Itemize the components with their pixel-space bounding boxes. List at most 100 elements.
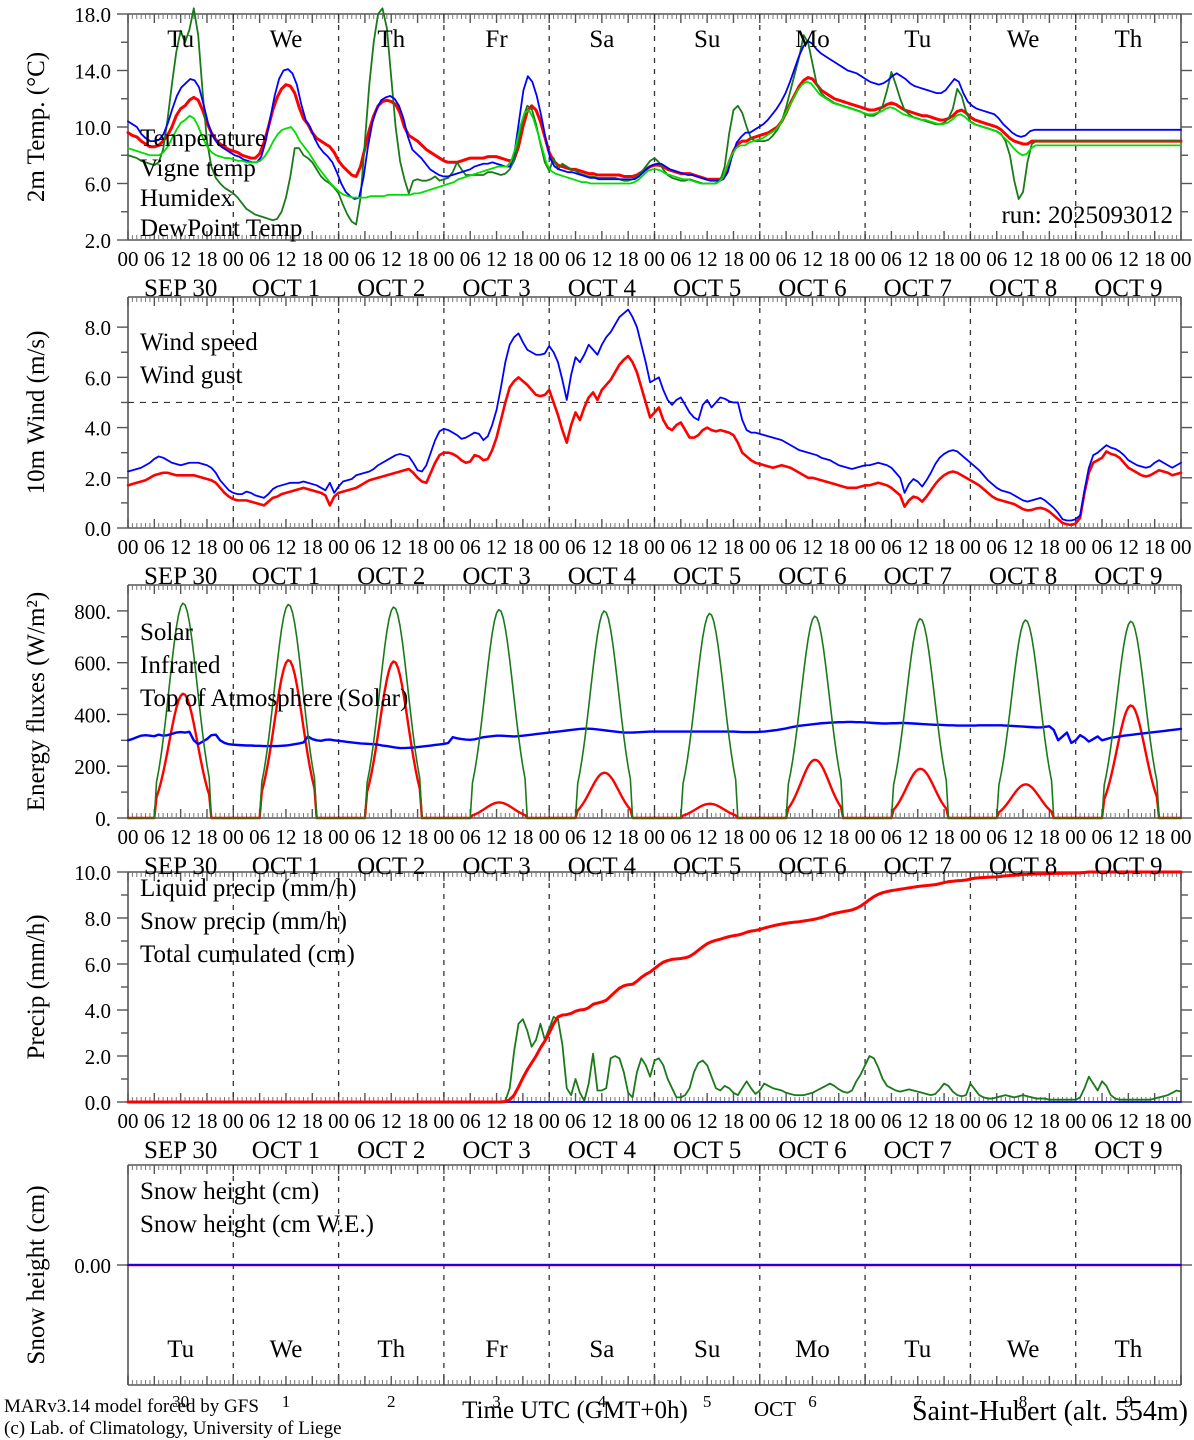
snow-day-label-2: Th <box>377 1336 405 1363</box>
precip-axis-title: Precip (mm/h) <box>23 914 50 1059</box>
snow-day-label-5: Su <box>694 1336 721 1363</box>
energy_fluxes-ytick-label: 0. <box>95 807 111 831</box>
wind-hour-tick-label: 00 <box>960 535 981 559</box>
temperature-hour-tick-label: 00 <box>1065 247 1086 271</box>
wind-hour-tick-label: 18 <box>512 535 533 559</box>
energy_fluxes-hour-tick-label: 12 <box>697 825 718 849</box>
run-label: run: 2025093012 <box>1001 202 1173 229</box>
energy_fluxes-hour-tick-label: 06 <box>460 825 481 849</box>
energy_fluxes-date-label: OCT 3 <box>462 853 530 880</box>
energy_fluxes-hour-tick-label: 00 <box>433 825 454 849</box>
temperature-legend-0: Temperature <box>140 125 266 152</box>
wind-ytick-label: 2.0 <box>85 467 111 491</box>
wind-date-label: OCT 5 <box>673 563 741 590</box>
time-axis-month: OCT <box>754 1397 796 1421</box>
precip-hour-tick-label: 06 <box>1092 1109 1113 1133</box>
precip-hour-tick-label: 06 <box>565 1109 586 1133</box>
temperature-legend-3: DewPoint Temp <box>140 215 302 242</box>
precip-hour-tick-label: 06 <box>249 1109 270 1133</box>
energy_fluxes-axis-title: Energy fluxes (W/m²) <box>23 592 50 811</box>
precip-hour-tick-label: 12 <box>1013 1109 1034 1133</box>
temp-day-label-5: Su <box>694 26 721 53</box>
energy_fluxes-hour-tick-label: 18 <box>512 825 533 849</box>
precip-hour-tick-label: 18 <box>1039 1109 1060 1133</box>
temperature-date-label: OCT 4 <box>568 275 637 302</box>
energy_fluxes-hour-tick-label: 00 <box>1171 825 1192 849</box>
precip-hour-tick-label: 06 <box>670 1109 691 1133</box>
snow-bottom-day-number-7: 7 <box>914 1392 923 1411</box>
precip-date-label: OCT 9 <box>1094 1137 1162 1164</box>
temperature-hour-tick-label: 12 <box>1118 247 1139 271</box>
temperature-hour-tick-label: 06 <box>460 247 481 271</box>
time-axis-label: Time UTC (GMT+0h) <box>462 1397 688 1424</box>
temperature-date-label: OCT 2 <box>357 275 425 302</box>
temperature-date-label: OCT 6 <box>778 275 846 302</box>
temperature-axis-title: 2m Temp. (°C) <box>23 52 50 202</box>
energy_fluxes-hour-tick-label: 06 <box>565 825 586 849</box>
wind-hour-tick-label: 18 <box>407 535 428 559</box>
temp-day-label-2: Th <box>377 26 405 53</box>
wind-hour-tick-label: 00 <box>223 535 244 559</box>
wind-hour-tick-label: 00 <box>539 535 560 559</box>
temperature-date-label: OCT 7 <box>884 275 952 302</box>
energy_fluxes-date-label: OCT 5 <box>673 853 741 880</box>
precip-date-label: OCT 3 <box>462 1137 530 1164</box>
snow-bottom-day-number-2: 2 <box>387 1392 396 1411</box>
wind-ytick-label: 4.0 <box>85 417 111 441</box>
energy_fluxes-hour-tick-label: 06 <box>670 825 691 849</box>
wind-hour-tick-label: 00 <box>328 535 349 559</box>
precip-hour-tick-label: 00 <box>328 1109 349 1133</box>
energy_fluxes-date-label: OCT 9 <box>1094 853 1162 880</box>
precip-hour-tick-label: 00 <box>855 1109 876 1133</box>
temperature-date-label: OCT 3 <box>462 275 530 302</box>
precip-ytick-label: 6.0 <box>85 953 111 977</box>
energy_fluxes-hour-tick-label: 06 <box>354 825 375 849</box>
energy_fluxes-hour-tick-label: 00 <box>644 825 665 849</box>
station-label: Saint-Hubert (alt. 554m) <box>912 1396 1188 1427</box>
precip-hour-tick-label: 06 <box>460 1109 481 1133</box>
temperature-hour-tick-label: 12 <box>907 247 928 271</box>
energy_fluxes-ytick-label: 600. <box>74 652 111 676</box>
precip-legend-2: Total cumulated (cm) <box>140 941 355 968</box>
precip-hour-tick-label: 18 <box>723 1109 744 1133</box>
wind-ytick-label: 0.0 <box>85 517 111 541</box>
wind-hour-tick-label: 12 <box>381 535 402 559</box>
precip-hour-tick-label: 12 <box>486 1109 507 1133</box>
wind-hour-tick-label: 06 <box>670 535 691 559</box>
energy_fluxes-hour-tick-label: 12 <box>381 825 402 849</box>
wind-hour-tick-label: 00 <box>644 535 665 559</box>
energy_fluxes-date-label: OCT 2 <box>357 853 425 880</box>
wind-hour-tick-label: 18 <box>302 535 323 559</box>
temperature-date-label: OCT 9 <box>1094 275 1162 302</box>
temp-day-label-7: Tu <box>904 26 931 53</box>
wind-hour-tick-label: 12 <box>697 535 718 559</box>
wind-hour-tick-label: 00 <box>433 535 454 559</box>
precip-legend-1: Snow precip (mm/h) <box>140 908 347 935</box>
precip-legend-0: Liquid precip (mm/h) <box>140 875 357 902</box>
temperature-date-label: SEP 30 <box>144 275 217 302</box>
snow_height-ytick-label: 0.00 <box>74 1254 111 1278</box>
energy_fluxes-date-label: OCT 6 <box>778 853 846 880</box>
wind-hour-tick-label: 12 <box>907 535 928 559</box>
precip-date-label: OCT 7 <box>884 1137 952 1164</box>
energy_fluxes-hour-tick-label: 00 <box>118 825 139 849</box>
precip-hour-tick-label: 06 <box>776 1109 797 1133</box>
energy_fluxes-hour-tick-label: 00 <box>960 825 981 849</box>
precip-hour-tick-label: 18 <box>828 1109 849 1133</box>
precip-hour-tick-label: 18 <box>196 1109 217 1133</box>
model-credit-line-1: MARv3.14 model forced by GFS <box>4 1396 259 1417</box>
energy_fluxes-hour-tick-label: 00 <box>539 825 560 849</box>
temperature-hour-tick-label: 18 <box>934 247 955 271</box>
temperature-hour-tick-label: 00 <box>644 247 665 271</box>
wind-hour-tick-label: 12 <box>1118 535 1139 559</box>
temperature-hour-tick-label: 00 <box>223 247 244 271</box>
precip-hour-tick-label: 00 <box>539 1109 560 1133</box>
wind-axis-title: 10m Wind (m/s) <box>23 331 50 495</box>
precip-date-label: OCT 2 <box>357 1137 425 1164</box>
energy_fluxes-date-label: OCT 8 <box>989 853 1057 880</box>
wind-hour-tick-label: 18 <box>1039 535 1060 559</box>
precip-date-label: OCT 8 <box>989 1137 1057 1164</box>
snow-bottom-day-number-5: 5 <box>703 1392 712 1411</box>
precip-hour-tick-label: 12 <box>697 1109 718 1133</box>
wind-hour-tick-label: 12 <box>170 535 191 559</box>
